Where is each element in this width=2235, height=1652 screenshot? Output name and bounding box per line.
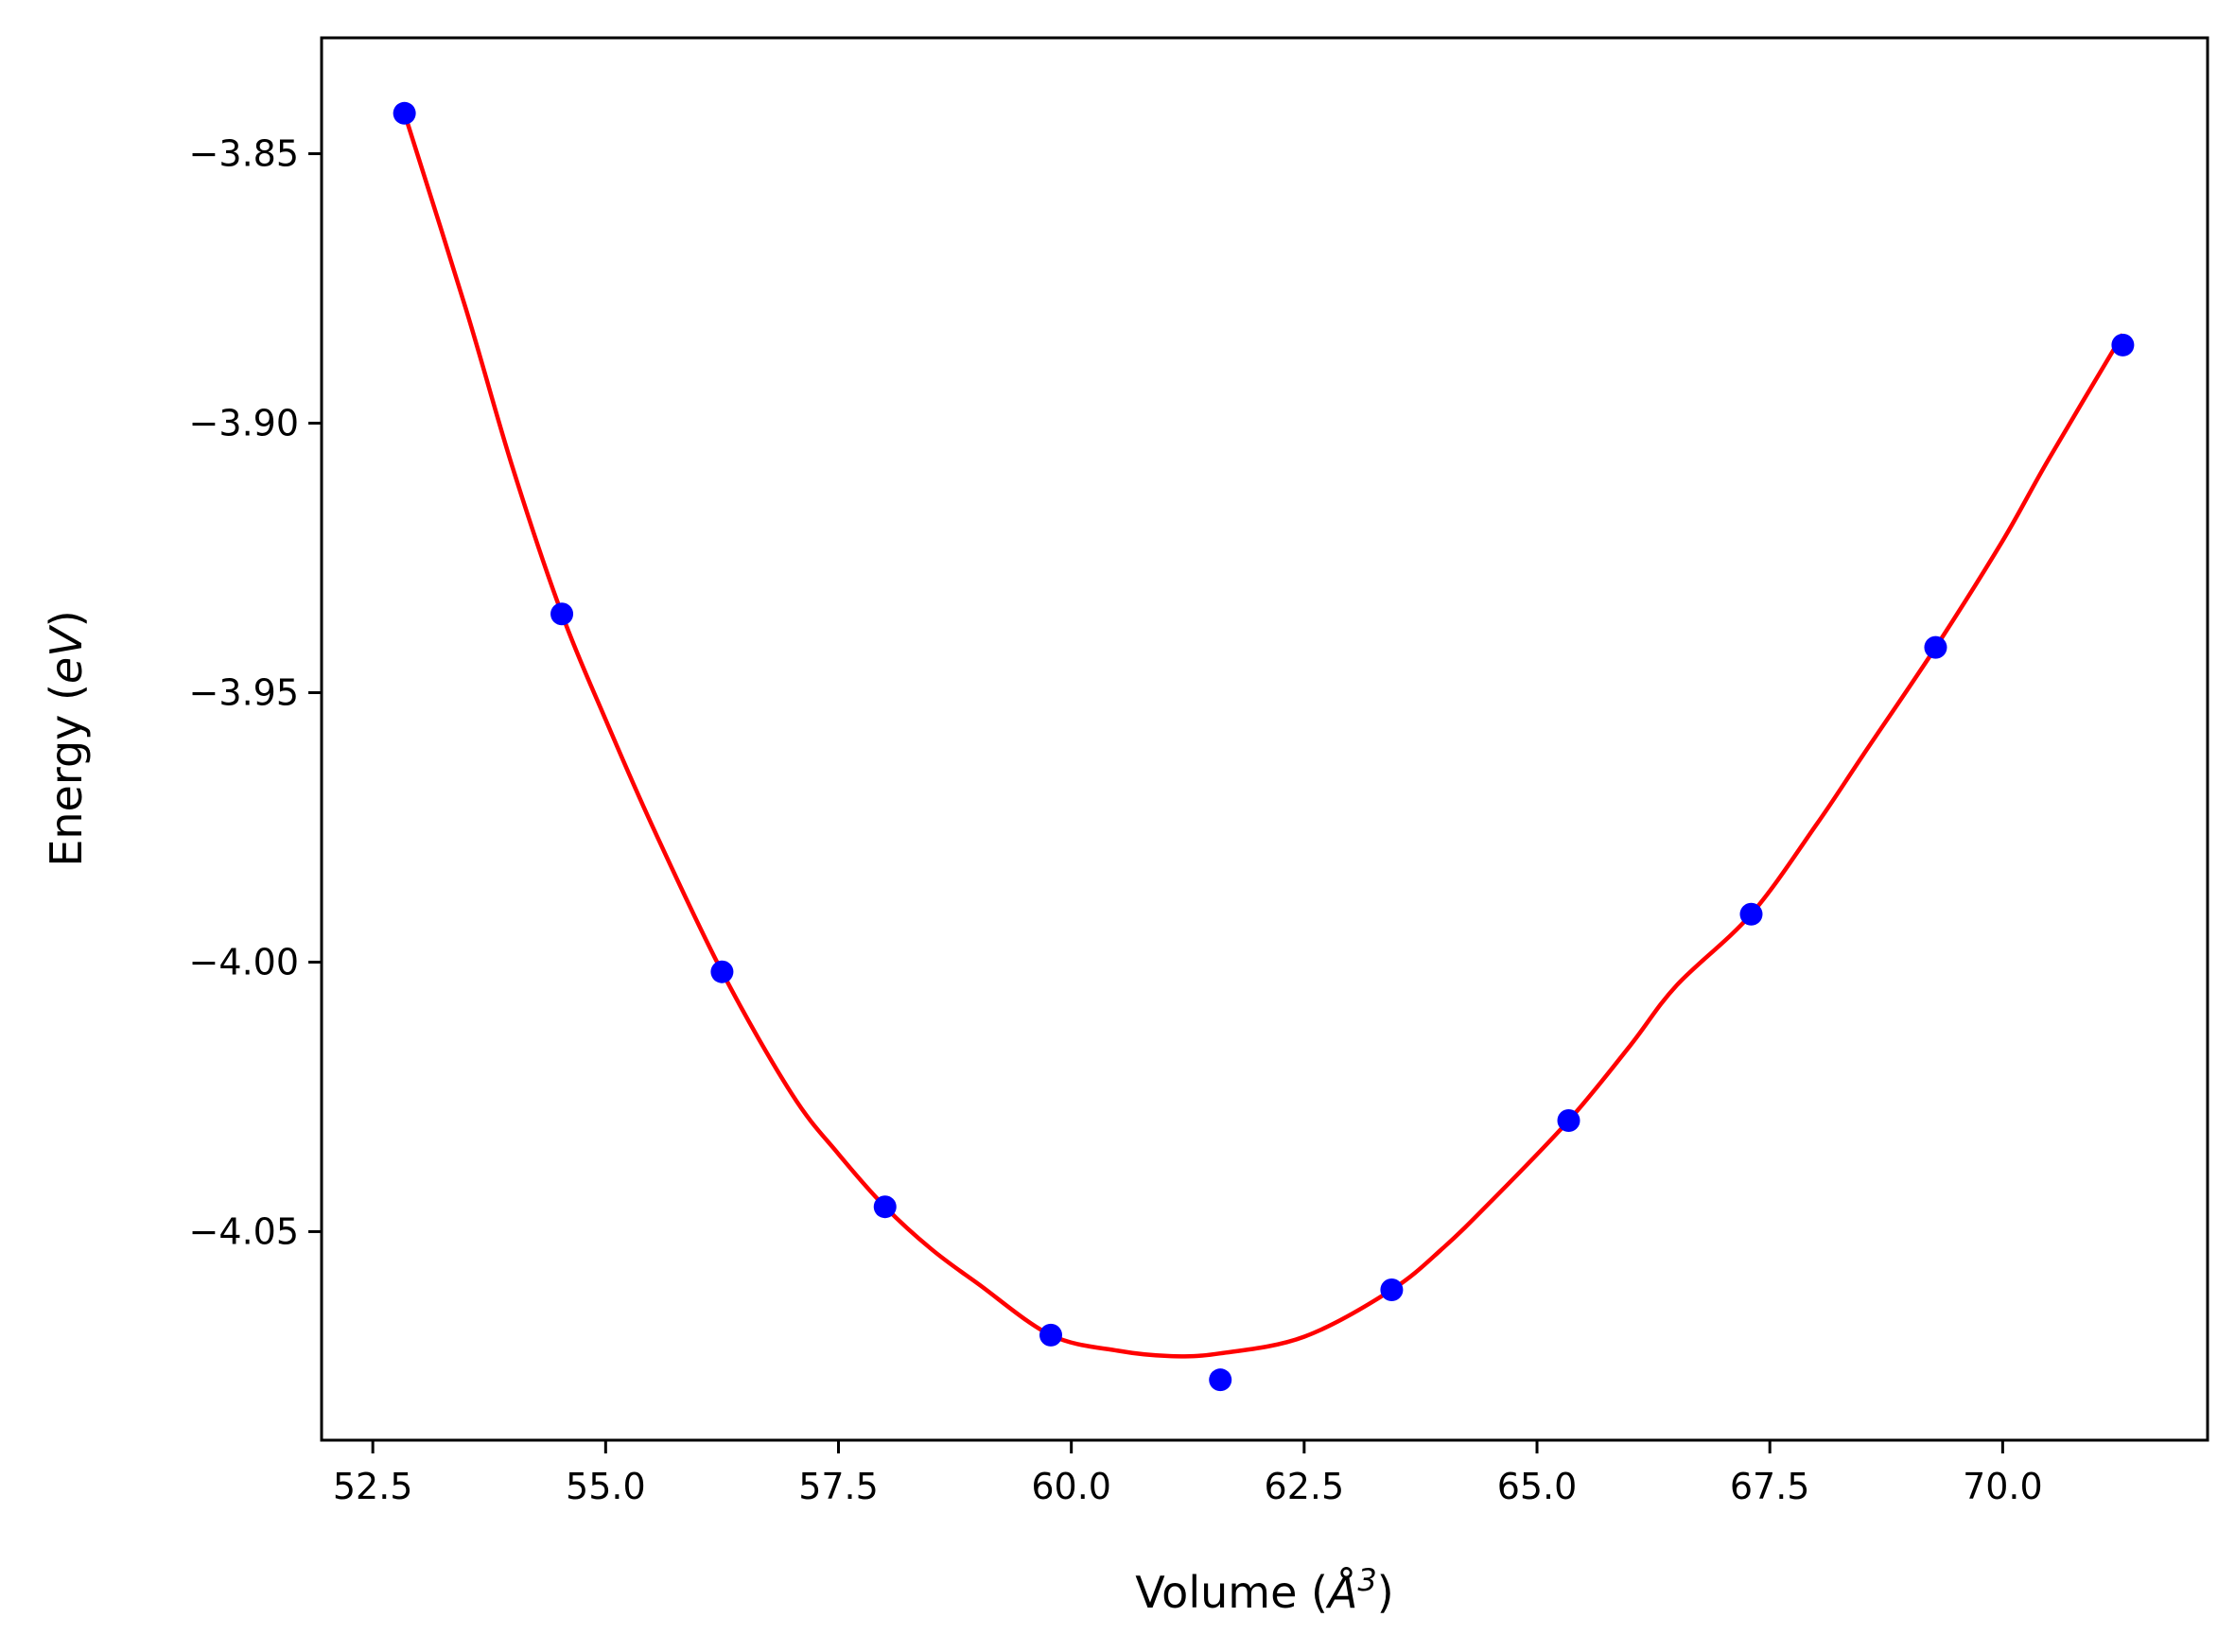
data-point bbox=[873, 1195, 897, 1219]
x-tick-label: 60.0 bbox=[1031, 1466, 1111, 1507]
y-tick-label: −3.90 bbox=[189, 403, 299, 444]
data-point bbox=[1557, 1109, 1580, 1133]
y-axis-title: Energy (eV) bbox=[41, 610, 92, 866]
fit-curve-layer bbox=[402, 113, 2125, 1359]
data-point bbox=[1924, 635, 1947, 659]
data-point bbox=[710, 960, 734, 983]
y-tick-label: −4.05 bbox=[189, 1210, 299, 1252]
x-tick-label: 55.0 bbox=[566, 1466, 646, 1507]
x-tick-label: 65.0 bbox=[1497, 1466, 1578, 1507]
data-point bbox=[1380, 1278, 1404, 1301]
y-tick-label: −4.00 bbox=[189, 941, 299, 983]
data-point bbox=[1209, 1368, 1232, 1392]
x-tick-label: 57.5 bbox=[798, 1466, 879, 1507]
data-point bbox=[550, 602, 574, 626]
data-points-layer bbox=[393, 101, 2135, 1392]
data-point bbox=[1739, 902, 1763, 926]
data-point bbox=[1039, 1323, 1063, 1347]
x-tick-label: 67.5 bbox=[1730, 1466, 1810, 1507]
plot-frame bbox=[320, 36, 2209, 1442]
data-point bbox=[2111, 333, 2135, 356]
x-tick-label: 52.5 bbox=[333, 1466, 413, 1507]
x-tick-label: 62.5 bbox=[1265, 1466, 1345, 1507]
plot-area bbox=[322, 38, 2208, 1440]
x-axis: 52.5 55.0 57.5 60.0 62.5 65.0 67.5 70.0 bbox=[333, 1440, 2043, 1507]
y-tick-label: −3.85 bbox=[189, 133, 299, 175]
x-axis-title: Volume (Å3) bbox=[1135, 1562, 1393, 1618]
y-axis: −3.85 −3.90 −3.95 −4.00 −4.05 bbox=[189, 133, 322, 1252]
fit-curve bbox=[402, 113, 2125, 1359]
x-tick-label: 70.0 bbox=[1963, 1466, 2043, 1507]
y-tick-label: −3.95 bbox=[189, 671, 299, 713]
data-point bbox=[393, 101, 416, 125]
